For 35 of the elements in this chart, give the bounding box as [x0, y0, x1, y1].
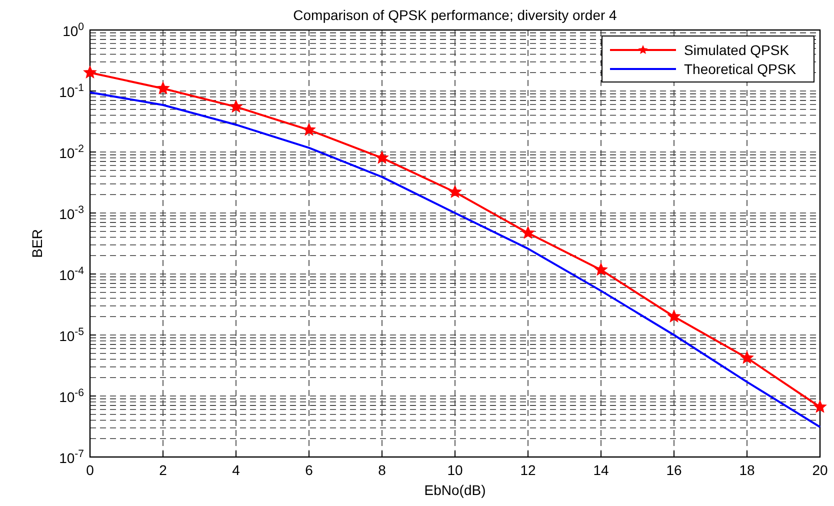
point	[376, 151, 388, 164]
x-tick-label: 16	[666, 462, 682, 478]
x-tick-label: 6	[305, 462, 314, 478]
x-tick-label: 18	[739, 462, 755, 478]
x-tick-label: 4	[232, 462, 240, 478]
x-axis-title: EbNo(dB)	[424, 482, 486, 498]
point	[740, 351, 754, 364]
point	[668, 310, 680, 322]
point	[522, 226, 534, 238]
y-tick-label: 10$^{-6}$	[59, 387, 84, 405]
point	[594, 263, 608, 276]
y-tick-label: 10$^{-5}$	[59, 326, 84, 344]
x-tick-label: 0	[86, 462, 94, 478]
point	[230, 100, 242, 112]
y-tick-label: 10$^{-7}$	[59, 448, 84, 466]
y-tick-label: 10$^{-2}$	[59, 143, 84, 161]
point	[84, 66, 96, 78]
y-axis-title: BER	[29, 229, 45, 258]
chart-title: Comparison of QPSK performance; diversity order 4	[293, 7, 618, 23]
legend-label: Theoretical QPSK	[684, 61, 797, 77]
x-tick-label: 12	[520, 462, 536, 478]
point	[302, 123, 316, 136]
x-tick-label: 10	[447, 462, 463, 478]
x-tick-label: 8	[378, 462, 386, 478]
y-tick-label: 10$^{0}$	[62, 21, 84, 39]
x-tick-label: 14	[593, 462, 609, 478]
legend-label: Simulated QPSK	[684, 42, 790, 58]
x-tick-label: 2	[159, 462, 168, 478]
point	[814, 400, 826, 412]
point	[448, 186, 462, 198]
y-tick-label: 10$^{-4}$	[59, 265, 84, 283]
y-tick-label: 10$^{-3}$	[59, 204, 84, 222]
y-tick-label: 10$^{-1}$	[59, 82, 84, 100]
x-tick-label: 20	[812, 462, 828, 478]
point	[156, 82, 170, 94]
